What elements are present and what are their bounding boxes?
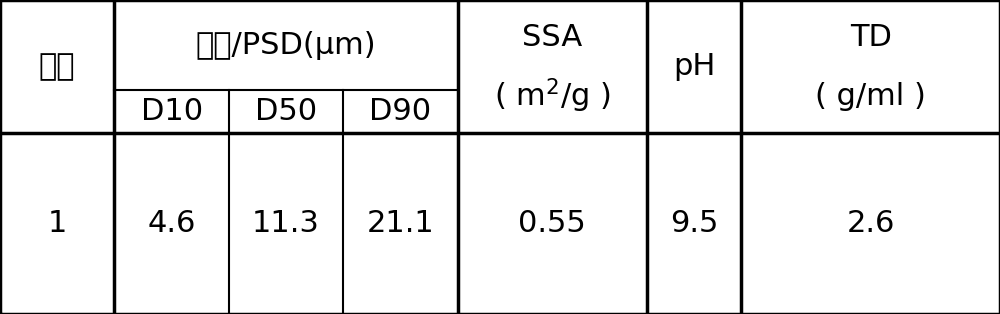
Text: D50: D50 (255, 97, 317, 126)
Text: 4.6: 4.6 (147, 209, 196, 238)
Text: D90: D90 (369, 97, 432, 126)
Text: ( g/ml ): ( g/ml ) (815, 82, 926, 111)
Text: 型号: 型号 (39, 52, 75, 81)
Text: pH: pH (673, 52, 715, 81)
Text: 21.1: 21.1 (367, 209, 434, 238)
Text: SSA: SSA (522, 23, 582, 52)
Text: 9.5: 9.5 (670, 209, 718, 238)
Text: 1: 1 (48, 209, 67, 238)
Text: 11.3: 11.3 (252, 209, 320, 238)
Text: D10: D10 (141, 97, 203, 126)
Text: 2.6: 2.6 (846, 209, 895, 238)
Text: $\mathrm{(\ m^{2}/g\ )}$: $\mathrm{(\ m^{2}/g\ )}$ (494, 77, 611, 115)
Text: TD: TD (850, 23, 892, 52)
Text: 粒度/PSD(μm): 粒度/PSD(μm) (196, 31, 376, 60)
Text: 0.55: 0.55 (518, 209, 586, 238)
